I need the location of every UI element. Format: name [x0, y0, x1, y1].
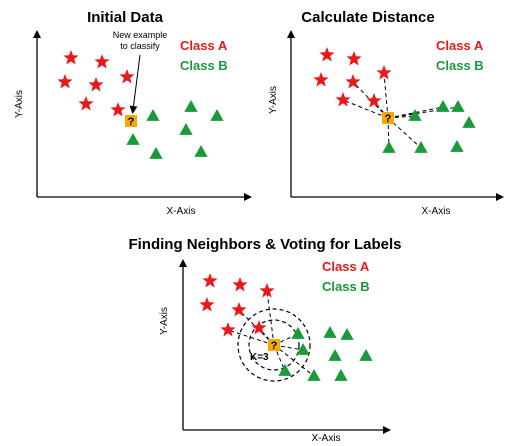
distance-line: [273, 344, 315, 377]
class-b-triangle: [408, 109, 422, 121]
x-axis-label: X-Axis: [422, 206, 451, 217]
legend-class-a: Class A: [180, 38, 228, 53]
legend-class-a: Class A: [436, 38, 484, 53]
class-b-triangle: [328, 349, 342, 361]
distance-line: [273, 344, 286, 372]
class-b-triangle: [382, 141, 396, 153]
query-point: ?: [125, 115, 137, 128]
class-a-star: [319, 47, 335, 62]
panel-initial-data: Initial Data Y-Axis X-Axis Class A Class…: [14, 9, 252, 217]
distance-line: [227, 329, 275, 346]
class-a-points: [199, 273, 275, 337]
query-box: [125, 115, 137, 127]
class-a-star: [78, 96, 94, 111]
annotation-line-2: to classify: [120, 41, 160, 51]
y-axis-label: Y-Axis: [268, 86, 279, 114]
class-a-star: [251, 320, 267, 335]
class-a-star: [346, 51, 362, 66]
panel-voting-title: Finding Neighbors & Voting for Labels: [128, 236, 401, 253]
class-b-triangle: [194, 145, 208, 157]
class-a-star: [366, 93, 382, 108]
k-neighborhood-inner-circle: [248, 319, 300, 371]
k-neighborhood-outer-circle: [237, 308, 311, 382]
query-point: ?: [382, 112, 394, 125]
class-a-star: [232, 277, 248, 292]
legend-class-b: Class B: [180, 58, 228, 73]
class-a-star: [57, 74, 73, 89]
class-a-star: [110, 102, 126, 117]
class-b-triangle: [179, 123, 193, 135]
class-b-points: [126, 100, 224, 159]
query-symbol: ?: [385, 113, 392, 125]
class-b-triangle: [450, 140, 464, 152]
class-a-star: [313, 72, 329, 87]
panel-calculate-distance: Calculate Distance Y-Axis X-Axis Class A…: [268, 9, 504, 217]
class-b-triangle: [210, 109, 224, 121]
query-point: ?: [268, 339, 280, 352]
query-symbol: ?: [128, 116, 135, 128]
legend-class-a: Class A: [322, 259, 370, 274]
class-b-triangle: [451, 100, 465, 112]
annotation-arrow: [129, 54, 141, 114]
class-b-triangle: [146, 109, 160, 121]
legend-class-b: Class B: [322, 279, 370, 294]
class-a-star: [119, 69, 135, 84]
query-box: [382, 112, 394, 124]
distance-line: [387, 117, 390, 149]
class-a-star: [345, 74, 361, 89]
class-b-points: [278, 326, 373, 381]
panel-voting: Finding Neighbors & Voting for Labels Y-…: [128, 236, 401, 444]
query-box: [268, 339, 280, 351]
class-b-triangle: [291, 327, 305, 339]
class-b-triangle: [414, 141, 428, 153]
distance-line: [387, 115, 416, 119]
x-axis-label: X-Axis: [167, 206, 196, 217]
class-a-star: [220, 322, 236, 337]
class-b-triangle: [184, 100, 198, 112]
class-a-star: [202, 273, 218, 288]
class-b-triangle: [323, 326, 337, 338]
class-a-star: [335, 92, 351, 107]
class-b-triangle: [334, 369, 348, 381]
class-b-triangle: [359, 349, 373, 361]
query-symbol: ?: [271, 340, 278, 352]
y-axis-label: Y-Axis: [14, 90, 25, 118]
class-a-points: [313, 47, 392, 108]
class-b-points: [382, 100, 476, 153]
x-axis-label: X-Axis: [312, 433, 341, 444]
annotation-line-1: New example: [113, 30, 168, 40]
class-a-star: [88, 77, 104, 92]
distance-line: [266, 290, 275, 346]
legend-class-b: Class B: [436, 58, 484, 73]
class-a-star: [94, 54, 110, 69]
distance-line: [273, 344, 304, 351]
class-b-triangle: [340, 328, 354, 340]
k-label: K=3: [250, 352, 269, 363]
class-b-triangle: [436, 100, 450, 112]
distance-line: [383, 72, 389, 119]
class-b-triangle: [278, 364, 292, 376]
class-a-star: [231, 302, 247, 317]
class-b-triangle: [462, 116, 476, 128]
class-b-triangle: [307, 369, 321, 381]
class-a-star: [376, 65, 392, 80]
distance-line: [342, 99, 389, 119]
class-a-star: [259, 283, 275, 298]
class-b-triangle: [126, 133, 140, 145]
class-a-points: [57, 50, 135, 117]
class-b-triangle: [149, 147, 163, 159]
panel-initial-title: Initial Data: [87, 9, 164, 26]
class-a-star: [199, 297, 215, 312]
y-axis-label: Y-Axis: [159, 307, 170, 335]
panel-distance-title: Calculate Distance: [301, 9, 434, 26]
class-a-star: [63, 50, 79, 65]
class-b-triangle: [296, 343, 310, 355]
